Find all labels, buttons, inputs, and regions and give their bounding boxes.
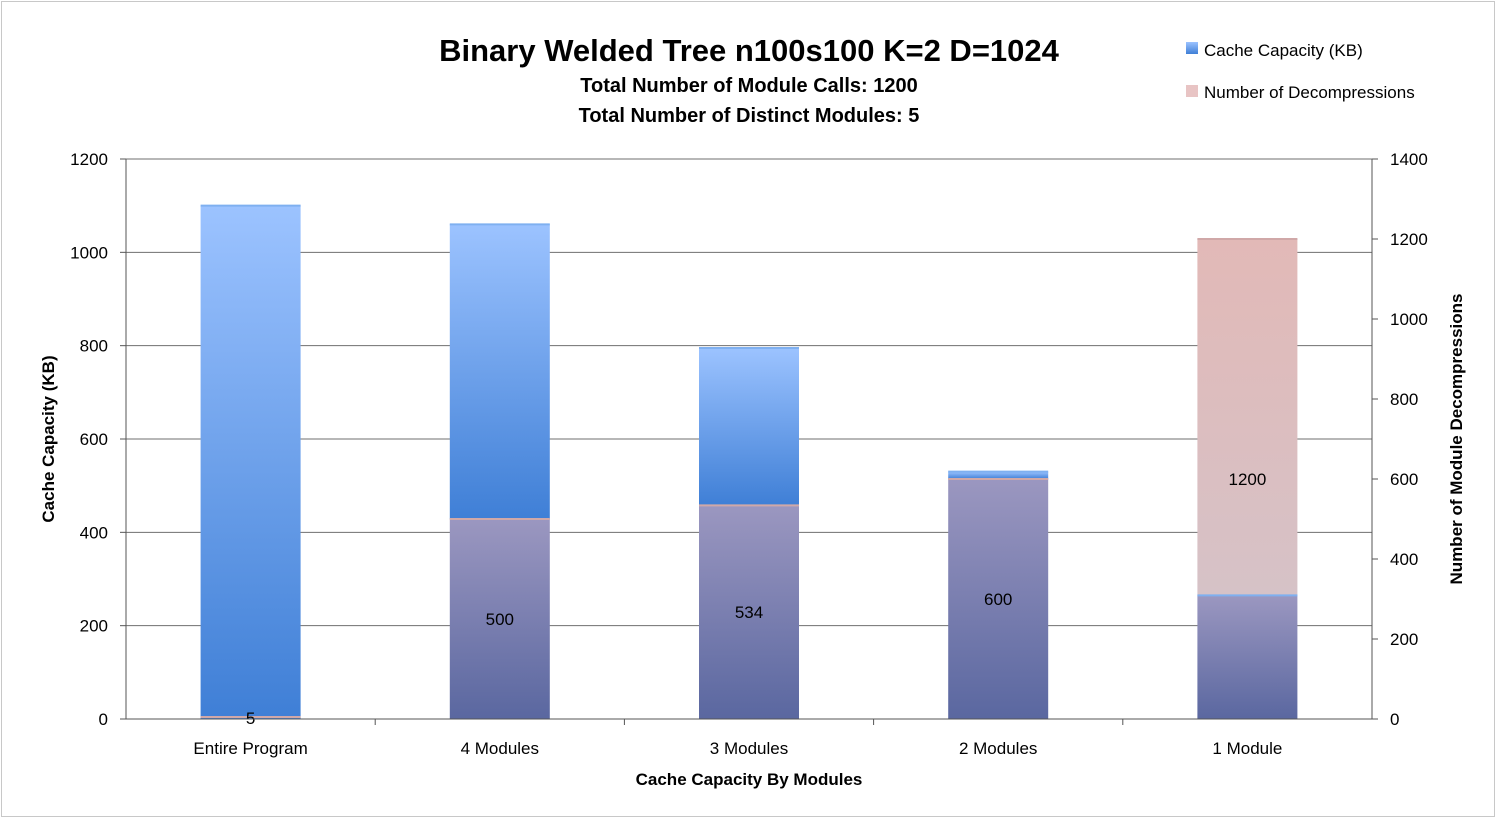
chart-subtitle-modules: Total Number of Distinct Modules: 5 xyxy=(579,105,920,127)
category-label: 3 Modules xyxy=(710,739,788,758)
bar-overlap xyxy=(948,479,1049,719)
right-tick-label: 0 xyxy=(1390,710,1399,729)
x-axis-title: Cache Capacity By Modules xyxy=(636,770,863,789)
left-axis-ticks: 0 200 400 600 800 1000 1200 xyxy=(70,150,126,729)
data-label: 534 xyxy=(735,603,763,622)
left-tick-label: 0 xyxy=(99,710,108,729)
bar-cache-capacity xyxy=(449,224,550,520)
bar-cache-capacity xyxy=(200,205,301,717)
category-label: 2 Modules xyxy=(959,739,1037,758)
category-labels: Entire Program 4 Modules 3 Modules 2 Module… xyxy=(193,719,1282,758)
y2-axis-title: Number of Module Decompressions xyxy=(1447,294,1466,585)
left-tick-label: 600 xyxy=(80,430,108,449)
category-label: 1 Module xyxy=(1212,739,1282,758)
right-tick-label: 400 xyxy=(1390,550,1418,569)
right-tick-label: 1400 xyxy=(1390,150,1428,169)
chart-title: Binary Welded Tree n100s100 K=2 D=1024 xyxy=(439,33,1060,68)
bars xyxy=(200,204,1298,719)
bar-overlap xyxy=(449,519,550,719)
bar-overlap xyxy=(699,505,799,719)
right-tick-label: 1200 xyxy=(1390,230,1428,249)
right-tick-label: 200 xyxy=(1390,630,1418,649)
right-axis-ticks: 0 200 400 600 800 1000 1200 1400 xyxy=(1372,150,1428,729)
left-tick-label: 1200 xyxy=(70,150,108,169)
data-label: 1200 xyxy=(1228,470,1266,489)
bar-overlap xyxy=(1197,595,1298,719)
left-tick-label: 400 xyxy=(80,523,108,542)
right-tick-label: 600 xyxy=(1390,470,1418,489)
right-tick-label: 1000 xyxy=(1390,310,1428,329)
legend: Cache Capacity (KB) Number of Decompress… xyxy=(1186,41,1415,102)
data-label: 600 xyxy=(984,590,1012,609)
left-tick-label: 1000 xyxy=(70,243,108,262)
bar-cache-capacity xyxy=(948,471,1049,479)
category-label: 4 Modules xyxy=(461,739,539,758)
left-tick-label: 200 xyxy=(80,617,108,636)
legend-swatch-cache-capacity xyxy=(1186,42,1198,54)
chart-subtitle-calls: Total Number of Module Calls: 1200 xyxy=(580,75,917,97)
left-tick-label: 800 xyxy=(80,337,108,356)
bar-cache-capacity xyxy=(699,348,799,506)
right-tick-label: 800 xyxy=(1390,390,1418,409)
legend-label-cache-capacity: Cache Capacity (KB) xyxy=(1204,41,1363,60)
data-label: 500 xyxy=(486,610,514,629)
y-axis-title: Cache Capacity (KB) xyxy=(39,355,58,522)
legend-label-decompressions: Number of Decompressions xyxy=(1204,83,1415,102)
category-label: Entire Program xyxy=(193,739,307,758)
bar-decompressions xyxy=(1197,239,1298,596)
legend-swatch-decompressions xyxy=(1186,85,1198,97)
